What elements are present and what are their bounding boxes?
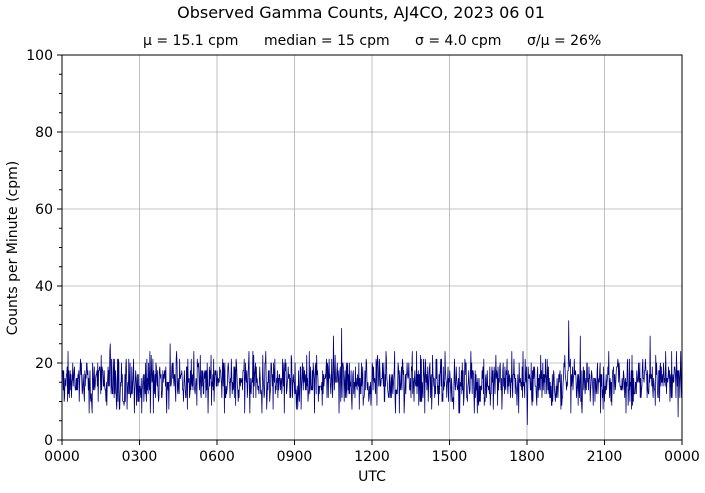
grid [62, 55, 682, 440]
x-tick-label: 0600 [199, 449, 235, 465]
x-tick-label: 0000 [664, 449, 700, 465]
x-tick-label: 1500 [432, 449, 468, 465]
x-tick-label: 0900 [277, 449, 313, 465]
x-axis-label: UTC [358, 469, 386, 485]
stat-median: median = 15 cpm [264, 33, 390, 49]
stat-sigma: σ = 4.0 cpm [415, 33, 501, 49]
y-tick-label: 0 [44, 433, 53, 449]
y-tick-label: 80 [35, 125, 53, 141]
series-counts [62, 320, 683, 425]
chart-title: Observed Gamma Counts, AJ4CO, 2023 06 01 [177, 3, 545, 22]
x-tick-label: 1800 [509, 449, 545, 465]
x-tick-label: 0000 [44, 449, 80, 465]
stat-mean: μ = 15.1 cpm [143, 33, 238, 49]
series-line [62, 320, 683, 425]
y-tick-label: 40 [35, 279, 53, 295]
y-axis-label: Counts per Minute (cpm) [5, 161, 21, 335]
x-tick-label: 2100 [587, 449, 623, 465]
x-tick-label: 0300 [122, 449, 158, 465]
x-tick-label: 1200 [354, 449, 390, 465]
stat-ratio: σ/μ = 26% [527, 33, 601, 49]
y-tick-label: 20 [35, 356, 53, 372]
y-tick-label: 60 [35, 202, 53, 218]
y-axis: 0 20 40 60 80 100 [26, 48, 62, 449]
x-axis: 0000 0300 0600 0900 1200 1500 1800 2100 0000 [44, 440, 700, 465]
y-tick-label: 100 [26, 48, 53, 64]
